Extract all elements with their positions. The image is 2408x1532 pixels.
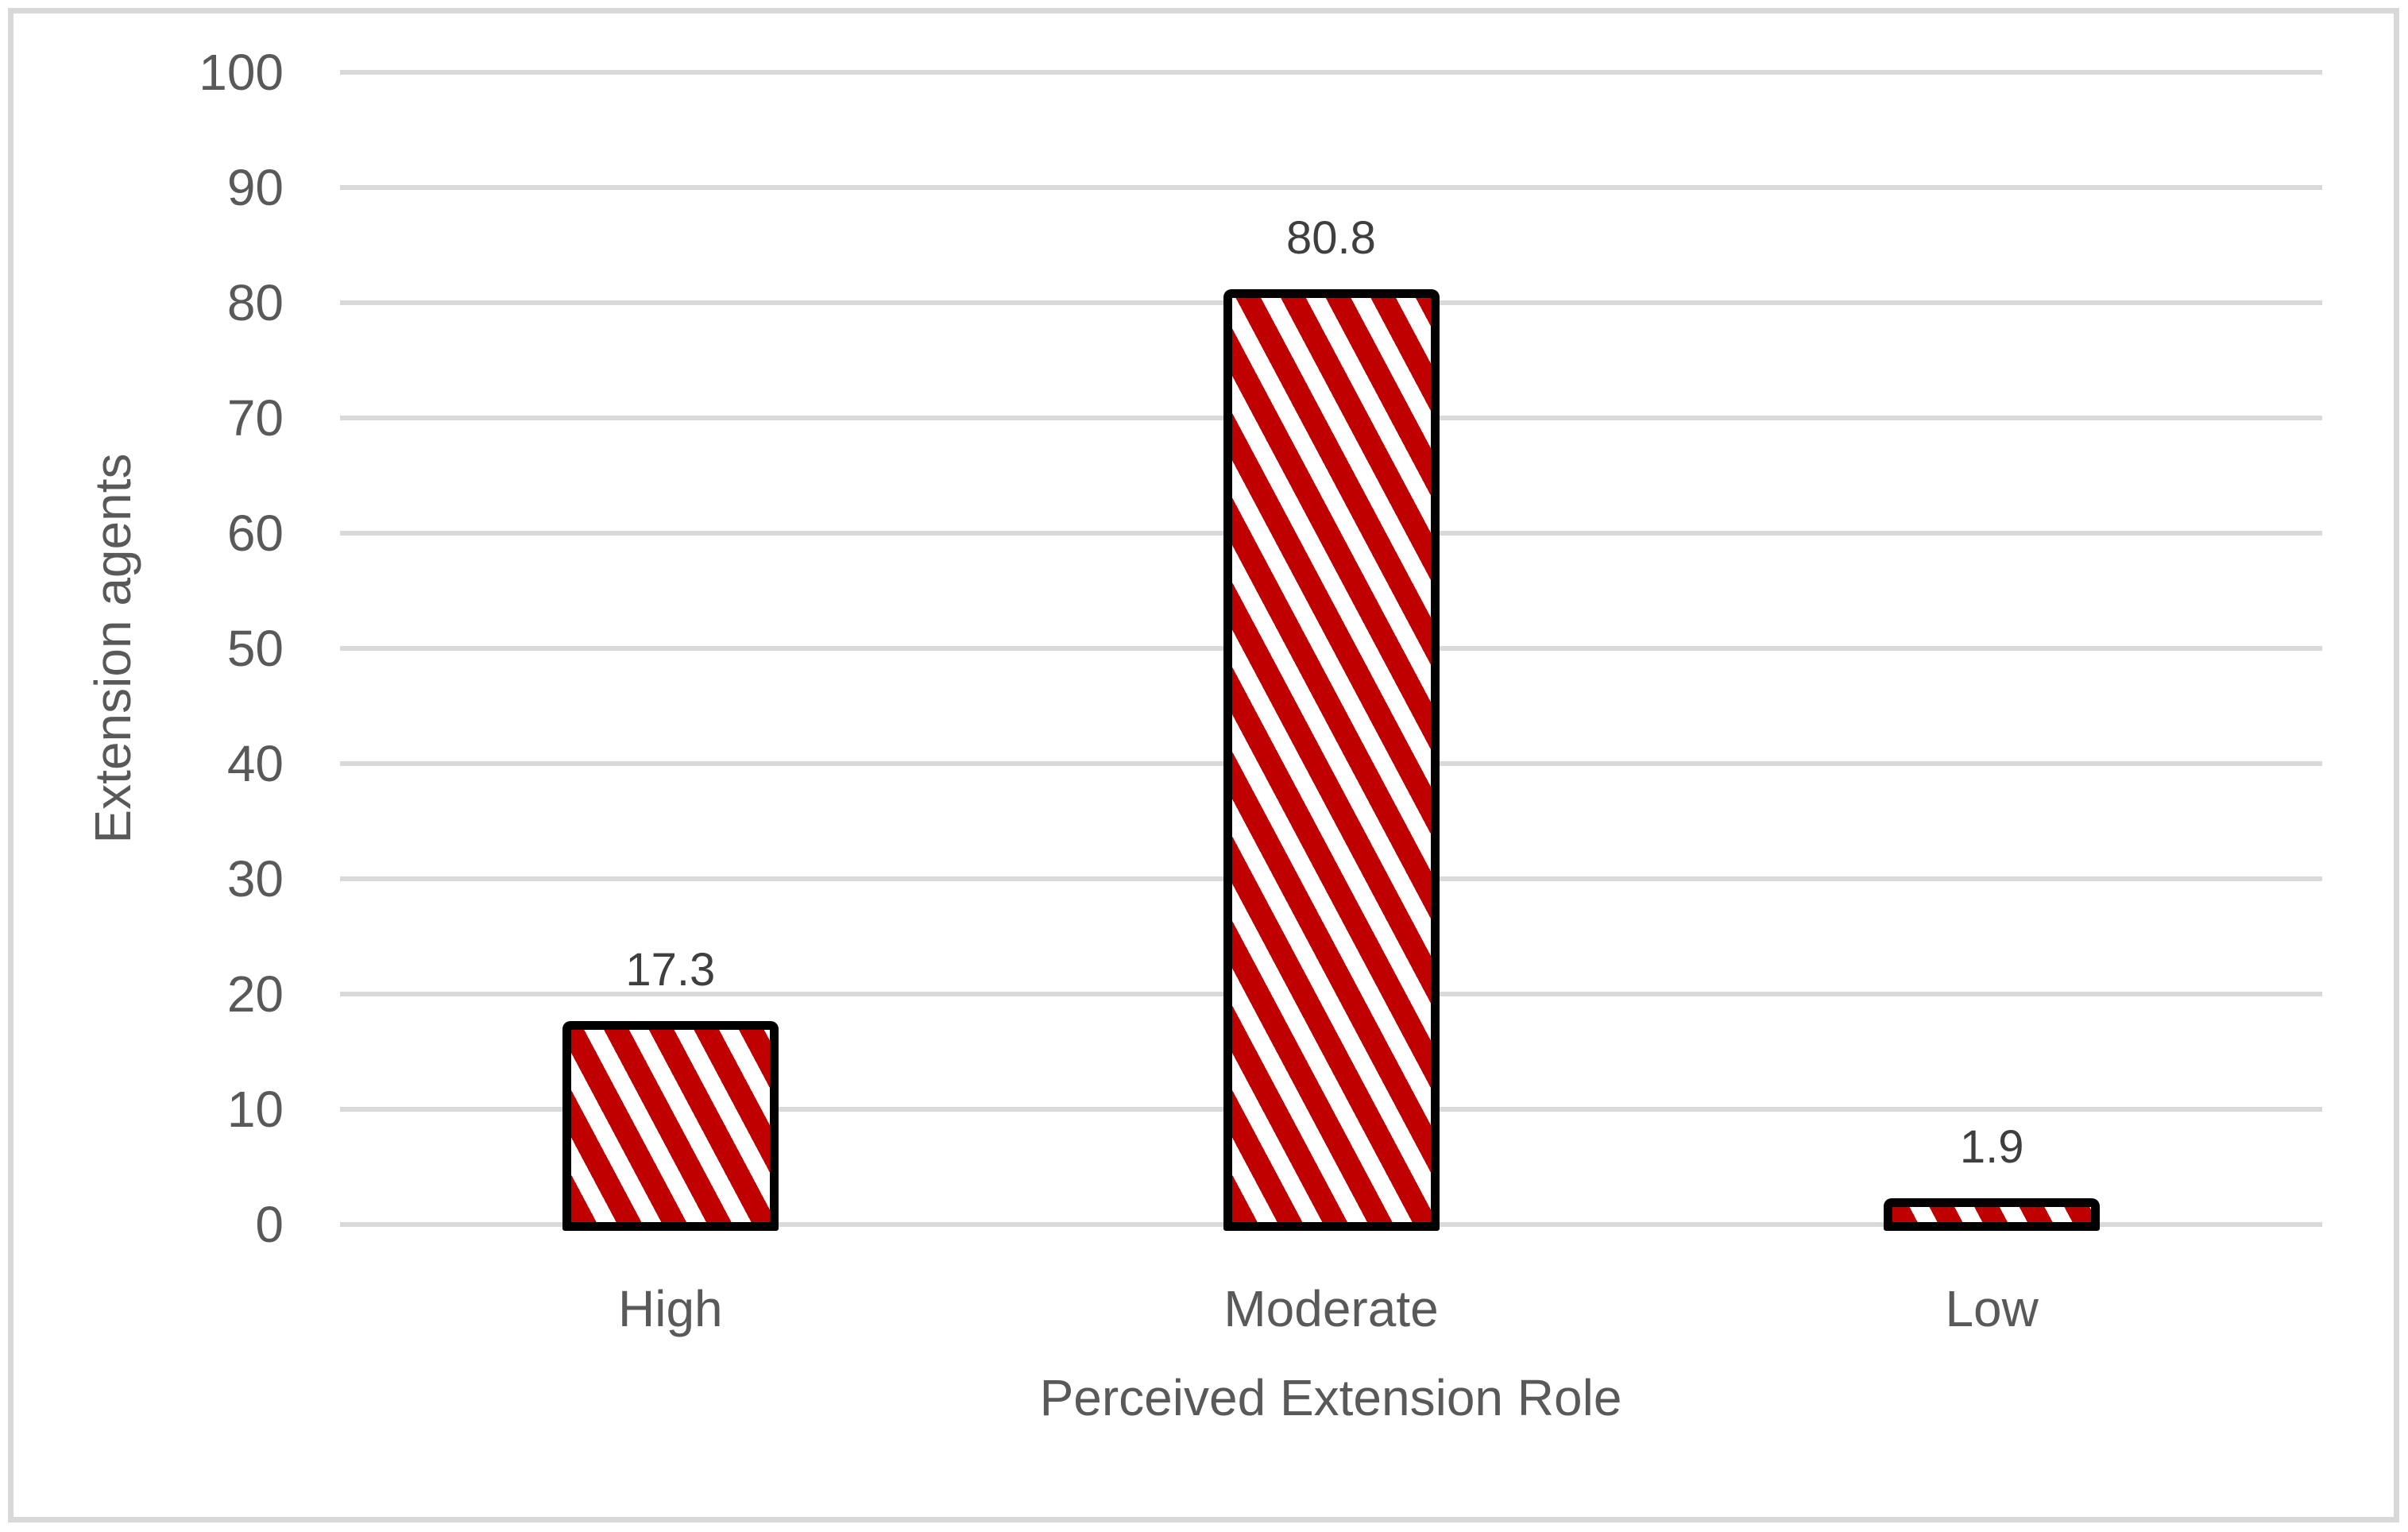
y-tick-label: 90 <box>226 159 284 216</box>
y-tick-label: 20 <box>226 965 284 1023</box>
y-axis-title: Extension agents <box>84 453 141 844</box>
bar-value-label: 80.8 <box>1286 212 1376 265</box>
y-tick-label: 70 <box>226 389 284 447</box>
bar-high <box>562 1021 779 1231</box>
y-tick-label: 10 <box>226 1081 284 1138</box>
gridline-90 <box>340 185 2322 190</box>
y-tick-label: 30 <box>226 850 284 907</box>
bar-low <box>1884 1198 2101 1231</box>
y-tick-label: 100 <box>199 44 284 101</box>
bar-value-label: 17.3 <box>625 944 716 996</box>
y-tick-label: 0 <box>255 1196 284 1253</box>
y-tick-label: 50 <box>226 620 284 677</box>
y-tick-label: 60 <box>226 505 284 562</box>
bar-moderate <box>1223 289 1440 1231</box>
y-tick-label: 80 <box>226 274 284 331</box>
category-label-high: High <box>618 1280 723 1337</box>
category-label-low: Low <box>1945 1280 2039 1337</box>
x-axis-title: Perceived Extension Role <box>1039 1369 1622 1426</box>
y-tick-label: 40 <box>226 735 284 792</box>
bar-value-label: 1.9 <box>1959 1121 2024 1174</box>
category-label-moderate: Moderate <box>1223 1280 1439 1337</box>
gridline-100 <box>340 70 2322 75</box>
